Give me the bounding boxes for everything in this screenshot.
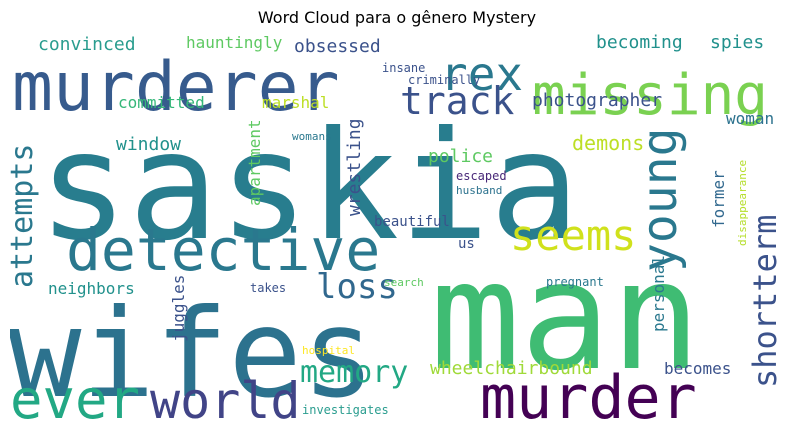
word-pregnant: pregnant [546, 275, 604, 289]
word-neighbors: neighbors [48, 279, 135, 298]
word-womans: womans [292, 130, 332, 143]
word-juggles: juggles [169, 275, 188, 342]
word-wrestling: wrestling [344, 118, 365, 216]
word-husband: husband [456, 184, 502, 197]
word-personal: personal [649, 255, 668, 332]
word-marshal: marshal [262, 93, 329, 112]
word-woman: woman [726, 109, 774, 128]
word-search: search [384, 276, 424, 289]
page-title: Word Cloud para o gênero Mystery [257, 8, 537, 27]
word-attempts: attempts [10, 144, 40, 289]
word-ever: ever [10, 368, 140, 424]
word-loss: loss [316, 267, 398, 307]
word-wifes: wifes [10, 283, 375, 424]
word-us: us [458, 236, 475, 252]
word-world: world [150, 372, 301, 424]
word-memory: memory [300, 355, 408, 390]
word-investigates: investigates [302, 403, 389, 417]
word-obsessed: obsessed [294, 36, 381, 57]
word-murder: murder [480, 363, 697, 424]
word-rex: rex [440, 47, 523, 101]
word-saskia: saskia [38, 100, 580, 274]
word-murderer: murderer [12, 48, 340, 127]
word-cloud-svg: saskia man wifes murderer detective miss… [10, 32, 784, 424]
word-police: police [428, 146, 493, 167]
word-committed: committed [118, 93, 205, 112]
word-spies: spies [710, 32, 764, 53]
word-escaped: escaped [456, 169, 507, 183]
word-shortterm: shortterm [746, 215, 784, 388]
word-detective: detective [66, 216, 380, 284]
word-hospital: hospital [302, 344, 355, 357]
word-demons: demons [572, 131, 644, 155]
word-disappearance: disappearance [736, 160, 749, 246]
word-window: window [116, 134, 181, 155]
word-former: former [709, 170, 728, 228]
word-track: track [400, 79, 515, 123]
word-missing: missing [532, 63, 768, 128]
word-young: young [632, 128, 688, 273]
word-hauntingly: hauntingly [186, 33, 283, 52]
word-photographer: photographer [532, 90, 662, 111]
word-apartment: apartment [245, 119, 264, 206]
word-takes: takes [250, 281, 286, 295]
word-becomes: becomes [664, 359, 731, 378]
word-beautiful: beautiful [374, 214, 450, 230]
word-insane: insane [382, 61, 425, 75]
word-convinced: convinced [38, 34, 136, 55]
word-man: man [430, 230, 701, 404]
word-seems: seems [510, 211, 636, 260]
word-cloud: saskia man wifes murderer detective miss… [10, 32, 786, 424]
word-becoming: becoming [596, 32, 683, 53]
word-criminally: criminally [408, 73, 480, 87]
word-wheelchairbound: wheelchairbound [430, 358, 593, 379]
